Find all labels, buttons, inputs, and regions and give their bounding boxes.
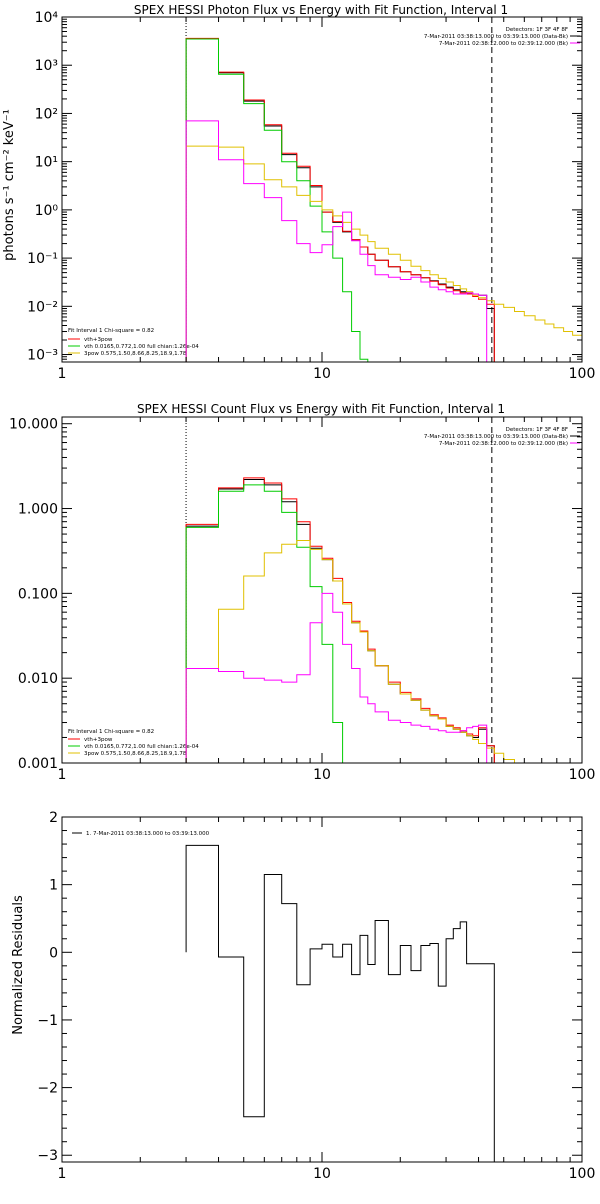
photon-flux-y-tick-label: 10⁰ [35,203,59,219]
photon-flux-series-3pow [185,145,582,362]
annotation-bk-interval-text: 7-Mar-2011 02:38:12.000 to 02:39:12.000 … [439,441,568,447]
count-flux-title: SPEX HESSI Count Flux vs Energy with Fit… [137,402,505,416]
residuals-y-axis-label: Normalized Residuals [11,895,26,1035]
residuals-y-tick-label: 0 [49,945,58,961]
count-flux-x-tick-label: 100 [569,767,596,783]
photon-flux-plot-area [185,17,582,363]
count-flux-panel: SPEX HESSI Count Flux vs Energy with Fit… [9,402,595,783]
residuals-y-tick-label: −3 [37,1148,58,1164]
photon-flux-series-vth [185,38,376,363]
photon-flux-x-tick-label: 10 [313,366,331,382]
photon-flux-title: SPEX HESSI Photon Flux vs Energy with Fi… [134,3,508,17]
annotation-detectors-text: Detectors: 1F 3F 4F 8F [506,27,568,33]
photon-flux-panel: SPEX HESSI Photon Flux vs Energy with Fi… [2,3,595,382]
photon-flux-series-bk [185,120,488,362]
annotation-data-interval-text: 7-Mar-2011 03:38:13.000 to 03:39:13.000 … [424,34,568,40]
count-flux-x-tick-label: 10 [313,767,331,783]
count-flux-x-tick-label: 1 [58,767,67,783]
photon-flux-y-tick-label: 10¹ [35,155,58,171]
photon-flux-fit-legend: Fit Interval 1 Chi-square = 0.82 vth+3po… [68,328,199,357]
count-flux-y-tick-label: 0.001 [18,756,58,772]
count-flux-plot-area [185,417,525,764]
legend-3pow-text: 3pow 0.575,1.50,8.66,8.25,18.9,1.78 [84,751,187,757]
count-flux-series-3pow [185,540,525,764]
annotation-detectors-text: Detectors: 1F 3F 4F 8F [506,427,568,433]
legend-vth-3pow-text: vth+3pow [84,337,113,343]
legend-fit-interval-text: Fit Interval 1 Chi-square = 0.82 [68,729,154,735]
legend-vth-3pow-text: vth+3pow [84,737,113,743]
count-flux-y-tick-label: 10.000 [9,417,58,433]
count-flux-fit-legend: Fit Interval 1 Chi-square = 0.82 vth+3po… [68,729,199,757]
photon-flux-y-tick-label: 10⁴ [35,10,59,26]
photon-flux-x-tick-label: 100 [569,366,596,382]
photon-flux-y-axis-label: photons s⁻¹ cm⁻² keV⁻¹ [2,109,17,261]
count-flux-series-bk [185,592,488,763]
residuals-y-tick-label: 2 [49,810,58,826]
residuals-legend: 1. 7-Mar-2011 03:38:13.000 to 03:39:13.0… [72,831,210,837]
photon-flux-y-tick-label: 10³ [35,58,58,74]
residuals-y-tick-label: −2 [37,1081,58,1097]
residuals-plot-area [185,844,495,1162]
residuals-x-tick-label: 1 [58,1166,67,1182]
photon-flux-y-tick-label: 10⁻¹ [27,251,58,267]
legend-fit-interval-text: Fit Interval 1 Chi-square = 0.82 [68,328,154,334]
count-flux-y-tick-label: 0.100 [18,586,58,602]
legend-vth-text: vth 0.0165,0.772,1.00 full chian:1.26e-0… [84,344,199,350]
residuals-x-tick-label: 100 [569,1166,596,1182]
legend-residuals-interval-text: 1. 7-Mar-2011 03:38:13.000 to 03:39:13.0… [86,831,210,837]
annotation-bk-interval-text: 7-Mar-2011 02:38:12.000 to 02:39:12.000 … [439,41,568,47]
count-flux-y-tick-label: 1.000 [18,502,58,518]
photon-flux-y-tick-label: 10⁻³ [27,348,58,364]
residuals-y-tick-label: −1 [37,1013,58,1029]
annotation-data-interval-text: 7-Mar-2011 03:38:13.000 to 03:39:13.000 … [424,434,568,440]
photon-flux-x-tick-label: 1 [58,366,67,382]
photon-flux-y-tick-label: 10² [35,106,58,122]
residuals-panel: Normalized Residuals 1. 7-Mar-2011 03:38… [11,810,595,1182]
residuals-y-tick-label: 1 [49,878,58,894]
legend-vth-text: vth 0.0165,0.772,1.00 full chian:1.26e-0… [84,744,199,750]
count-flux-series-vth [185,484,352,764]
residuals-series-1-7-mar-2011-03-38-13-000-to-03-39-13-000 [185,844,495,1162]
legend-3pow-text: 3pow 0.575,1.50,8.66,8.25,18.9,1.78 [84,351,187,357]
photon-flux-y-tick-label: 10⁻² [27,299,58,315]
photon-flux-series-vth-3pow [185,37,495,362]
residuals-x-tick-label: 10 [313,1166,331,1182]
count-flux-y-tick-label: 0.010 [18,671,58,687]
